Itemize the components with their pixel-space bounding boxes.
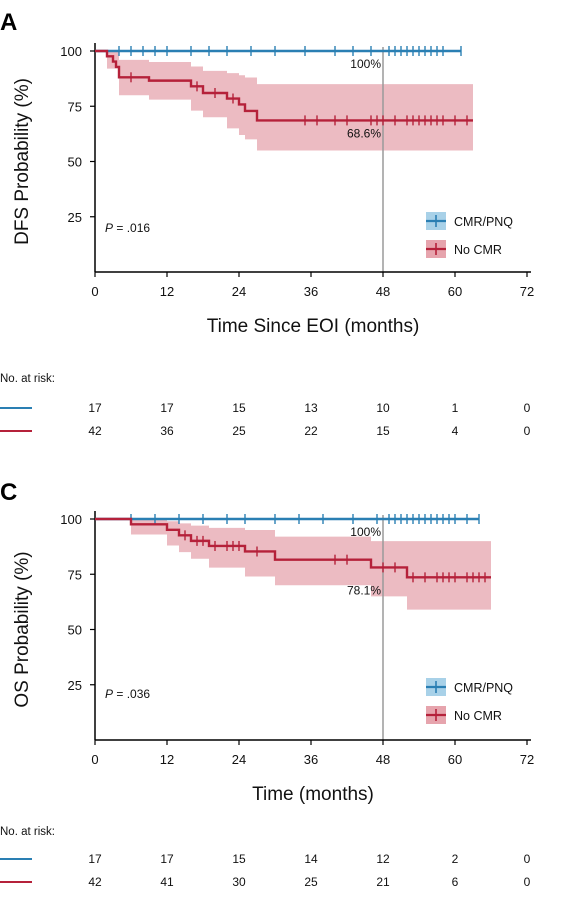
risk-count: 17 — [160, 852, 174, 866]
y-tick-label: 50 — [68, 623, 82, 638]
p-value-prefix: P — [105, 687, 113, 701]
risk-count: 15 — [232, 852, 246, 866]
x-tick-label: 36 — [304, 284, 318, 299]
y-tick-label: 100 — [60, 512, 82, 527]
risk-count: 30 — [232, 875, 246, 889]
risk-count: 42 — [88, 875, 102, 889]
p-value-prefix: P — [105, 221, 113, 235]
legend-label: No CMR — [454, 243, 502, 257]
risk-table-title: No. at risk: — [0, 826, 55, 838]
risk-count: 0 — [524, 424, 531, 438]
ci-band-no-cmr — [95, 519, 491, 610]
x-tick-label: 12 — [160, 284, 174, 299]
y-axis-title: OS Probability (%) — [12, 551, 33, 707]
ci-band-no-cmr — [95, 51, 473, 151]
x-tick-label: 24 — [232, 752, 246, 767]
x-tick-label: 24 — [232, 284, 246, 299]
risk-count: 17 — [160, 401, 174, 415]
series-line-no-cmr — [95, 49, 473, 122]
annotation-no-cmr: 68.6% — [347, 126, 381, 140]
legend-label: No CMR — [454, 709, 502, 723]
p-value-number: = .016 — [113, 221, 150, 235]
risk-count: 4 — [452, 424, 459, 438]
legend-label: CMR/PNQ — [454, 215, 513, 229]
x-tick-label: 36 — [304, 752, 318, 767]
y-tick-label: 100 — [60, 44, 82, 59]
panel-label: C — [0, 479, 17, 506]
x-tick-label: 12 — [160, 752, 174, 767]
annotation-no-cmr: 78.1% — [347, 583, 381, 597]
annotation-cmr: 100% — [350, 525, 381, 539]
risk-count: 0 — [524, 875, 531, 889]
x-tick-label: 72 — [520, 284, 534, 299]
x-tick-label: 72 — [520, 752, 534, 767]
y-tick-label: 25 — [68, 210, 82, 225]
risk-count: 36 — [160, 424, 174, 438]
y-axis-title: DFS Probability (%) — [12, 78, 33, 245]
risk-count: 6 — [452, 875, 459, 889]
x-tick-label: 60 — [448, 752, 462, 767]
annotation-cmr: 100% — [350, 57, 381, 71]
x-tick-label: 60 — [448, 284, 462, 299]
risk-count: 14 — [304, 852, 318, 866]
panel-label: A — [0, 9, 17, 36]
x-tick-label: 0 — [91, 752, 98, 767]
y-tick-label: 50 — [68, 155, 82, 170]
risk-count: 0 — [524, 401, 531, 415]
panel-a: A 25 50 75 100 0 12 24 36 48 60 72 Time Since EOI (m… — [0, 9, 534, 438]
x-tick-label: 0 — [91, 284, 98, 299]
risk-count: 22 — [304, 424, 318, 438]
p-value: P = .036 — [105, 687, 150, 701]
risk-count: 1 — [452, 401, 459, 415]
x-axis-title: Time (months) — [252, 784, 374, 805]
legend-label: CMR/PNQ — [454, 681, 513, 695]
risk-count: 17 — [88, 852, 102, 866]
series-line-no-cmr — [95, 517, 491, 579]
risk-table-title: No. at risk: — [0, 373, 55, 385]
x-axis-title: Time Since EOI (months) — [207, 316, 420, 337]
risk-count: 21 — [376, 875, 390, 889]
risk-count: 42 — [88, 424, 102, 438]
risk-count: 0 — [524, 852, 531, 866]
risk-count: 12 — [376, 852, 390, 866]
p-value: P = .016 — [105, 221, 150, 235]
risk-count: 25 — [304, 875, 318, 889]
risk-count: 2 — [452, 852, 459, 866]
risk-count: 13 — [304, 401, 318, 415]
y-tick-label: 75 — [68, 99, 82, 114]
risk-count: 10 — [376, 401, 390, 415]
risk-count: 15 — [232, 401, 246, 415]
risk-count: 17 — [88, 401, 102, 415]
p-value-number: = .036 — [113, 687, 150, 701]
y-tick-label: 25 — [68, 678, 82, 693]
risk-count: 15 — [376, 424, 390, 438]
risk-count: 41 — [160, 875, 174, 889]
x-tick-label: 48 — [376, 752, 390, 767]
risk-count: 25 — [232, 424, 246, 438]
panel-c: C 25 50 75 100 0 12 24 36 48 60 72 Time (months) OS P… — [0, 470, 576, 900]
x-tick-label: 48 — [376, 284, 390, 299]
y-tick-label: 75 — [68, 567, 82, 582]
